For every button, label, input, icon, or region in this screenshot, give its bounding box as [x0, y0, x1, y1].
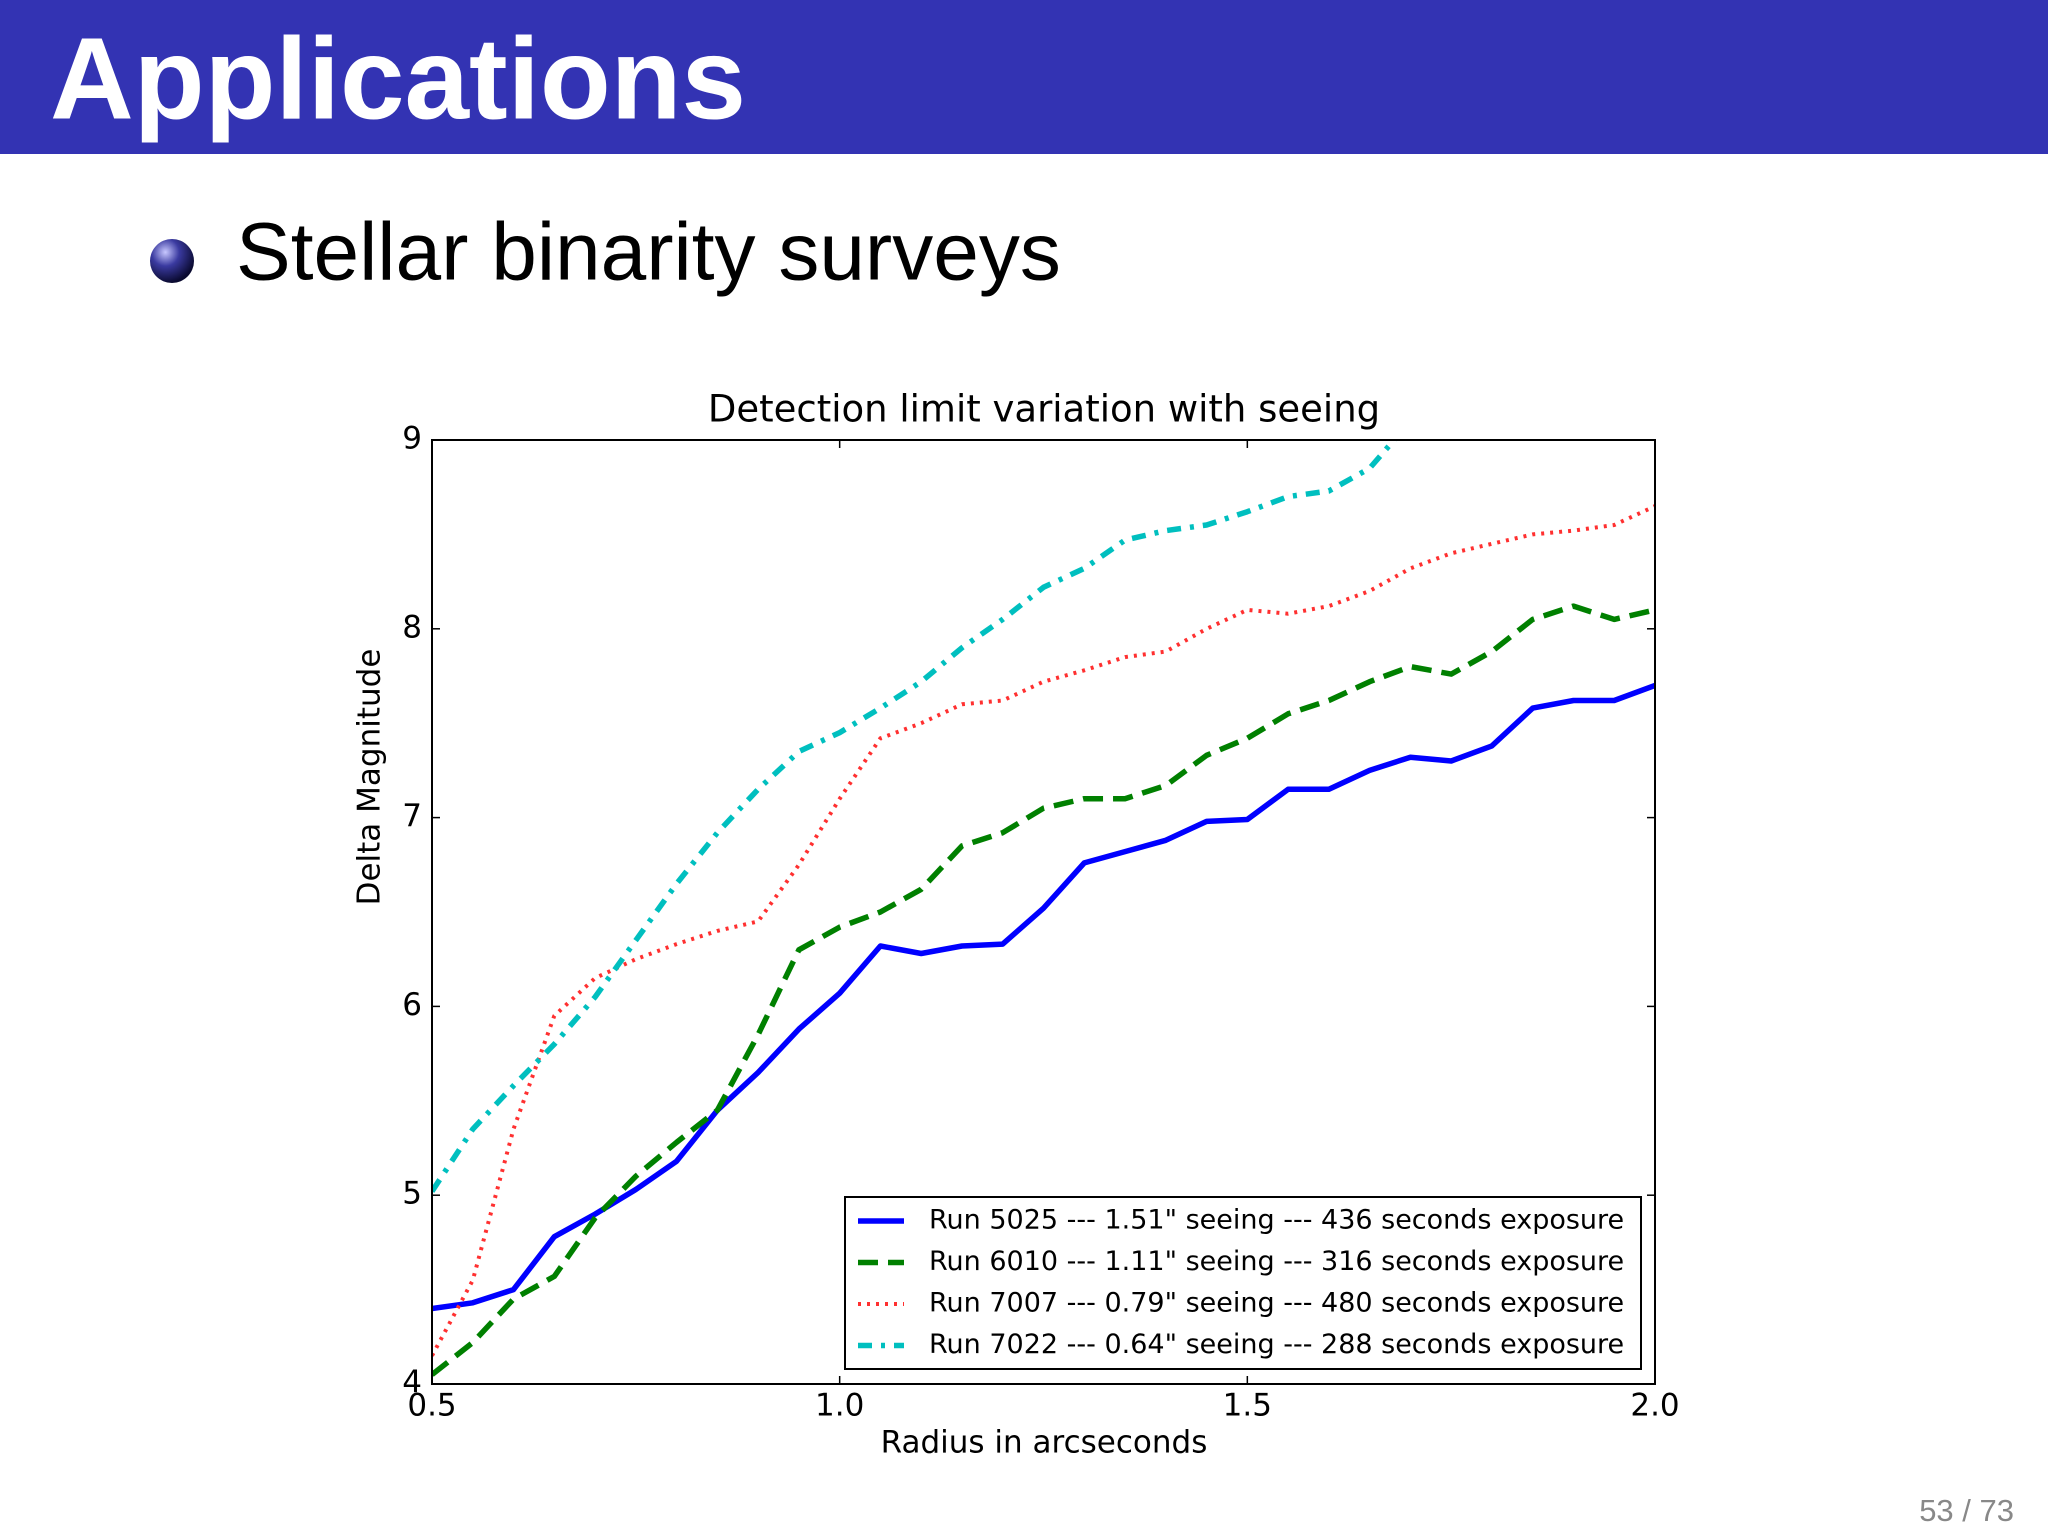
page-number: 53 / 73	[1919, 1493, 2014, 1528]
legend: Run 5025 --- 1.51" seeing --- 436 second…	[844, 1196, 1642, 1370]
legend-label: Run 5025 --- 1.51" seeing --- 436 second…	[929, 1205, 1624, 1236]
legend-label: Run 7007 --- 0.79" seeing --- 480 second…	[929, 1288, 1624, 1319]
x-tick-label: 1.0	[815, 1388, 864, 1424]
chart: Detection limit variation with seeing Ra…	[352, 388, 1680, 1461]
legend-label: Run 7022 --- 0.64" seeing --- 288 second…	[929, 1329, 1624, 1360]
chart-title: Detection limit variation with seeing	[708, 388, 1380, 431]
plot-frame	[431, 439, 1656, 1385]
x-tick-label: 2.0	[1630, 1388, 1679, 1424]
legend-label: Run 6010 --- 1.11" seeing --- 316 second…	[929, 1246, 1624, 1277]
bullet-text: Stellar binarity surveys	[236, 207, 1061, 298]
series-line	[432, 440, 1398, 1193]
series-line	[432, 682, 1655, 1312]
y-tick-label: 5	[402, 1176, 422, 1212]
y-tick-label: 7	[402, 798, 422, 834]
y-tick-label: 8	[402, 609, 422, 645]
slide-title: Applications	[50, 14, 746, 144]
y-axis-label: Delta Magnitude	[352, 649, 388, 906]
y-tick-label: 4	[402, 1365, 422, 1401]
series-line	[432, 603, 1655, 1377]
x-axis-label: Radius in arcseconds	[881, 1425, 1208, 1461]
x-tick-label: 0.5	[407, 1388, 456, 1424]
x-tick-label: 1.5	[1223, 1388, 1272, 1424]
bullet-icon	[150, 239, 194, 283]
y-tick-label: 6	[402, 987, 422, 1023]
legend-box	[844, 1196, 1642, 1370]
header-bar	[0, 0, 2048, 154]
y-tick-label: 9	[402, 421, 422, 457]
